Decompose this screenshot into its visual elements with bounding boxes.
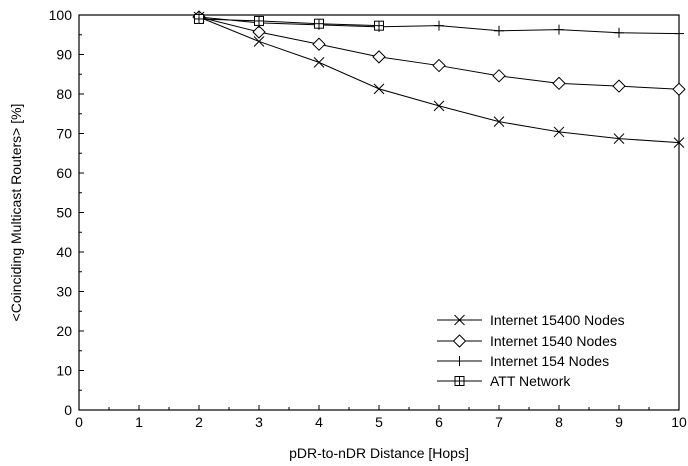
data-point	[614, 27, 624, 38]
x-tick-label: 3	[255, 414, 263, 430]
x-tick-label: 9	[615, 414, 623, 430]
y-tick-label: 10	[56, 363, 72, 379]
y-tick-label: 20	[56, 323, 72, 339]
series-4	[194, 13, 384, 31]
data-point	[492, 69, 506, 83]
series-line	[198, 18, 380, 27]
series-line	[198, 16, 680, 144]
legend-item: ATT Network	[437, 373, 571, 389]
data-point	[454, 314, 465, 326]
series-layer	[192, 10, 686, 148]
legend-item: Internet 15400 Nodes	[437, 312, 625, 328]
y-axis: 0 10 20 30 40 50 60 70 80 90 100	[49, 7, 84, 418]
data-point	[454, 356, 465, 366]
y-tick-label: 60	[56, 165, 72, 181]
x-tick-label: 6	[435, 414, 443, 430]
data-point	[612, 79, 626, 93]
plot-border	[78, 14, 680, 411]
y-tick-label: 30	[56, 284, 72, 300]
y-tick-label: 40	[56, 244, 72, 260]
x-tick-label: 5	[375, 414, 383, 430]
legend-label: Internet 15400 Nodes	[490, 312, 625, 328]
x-tick-label: 7	[495, 414, 503, 430]
data-point	[554, 24, 564, 35]
data-point	[372, 50, 386, 64]
data-point	[314, 18, 324, 29]
data-point	[374, 20, 384, 31]
data-point	[553, 126, 565, 138]
data-point	[373, 83, 385, 95]
data-point	[254, 15, 264, 26]
y-tick-label: 80	[56, 86, 72, 102]
data-point	[493, 116, 505, 128]
y-tick-label: 100	[49, 7, 73, 23]
plot-area	[78, 14, 680, 411]
y-tick-label: 0	[64, 402, 72, 418]
data-point	[673, 137, 685, 148]
x-axis: 0 1 2 3 4 5 6 7 8 9 10	[75, 405, 687, 430]
legend-item: Internet 154 Nodes	[437, 353, 609, 369]
data-point	[672, 82, 686, 96]
data-point	[194, 13, 204, 24]
legend-label: ATT Network	[490, 373, 571, 389]
data-point	[674, 28, 684, 39]
data-point	[613, 133, 625, 144]
legend-label: Internet 154 Nodes	[490, 353, 609, 369]
legend-item: Internet 1540 Nodes	[437, 333, 617, 349]
x-tick-label: 4	[315, 414, 323, 430]
x-axis-label: pDR-to-nDR Distance [Hops]	[289, 445, 469, 461]
y-tick-label: 50	[56, 205, 72, 221]
x-tick-label: 8	[555, 414, 563, 430]
x-tick-label: 10	[671, 414, 687, 430]
legend-label: Internet 1540 Nodes	[490, 333, 617, 349]
data-point	[552, 76, 566, 91]
data-point	[452, 334, 467, 348]
data-point	[432, 58, 446, 73]
data-point	[313, 57, 325, 68]
data-point	[494, 25, 504, 36]
data-point	[312, 37, 326, 51]
legend: Internet 15400 Nodes Internet 1540 Nodes I…	[437, 312, 625, 389]
data-point	[433, 100, 445, 112]
y-axis-label: <Coinciding Multicast Routers> [%]	[8, 104, 24, 322]
series-2	[192, 10, 686, 96]
y-tick-label: 70	[56, 126, 72, 142]
x-tick-label: 0	[75, 414, 83, 430]
x-tick-label: 2	[195, 414, 203, 430]
y-tick-label: 90	[56, 47, 72, 63]
data-point	[252, 25, 266, 39]
x-tick-label: 1	[135, 414, 143, 430]
data-point	[253, 36, 265, 47]
data-point	[454, 376, 465, 386]
series-3	[194, 11, 684, 39]
data-point	[434, 20, 444, 31]
